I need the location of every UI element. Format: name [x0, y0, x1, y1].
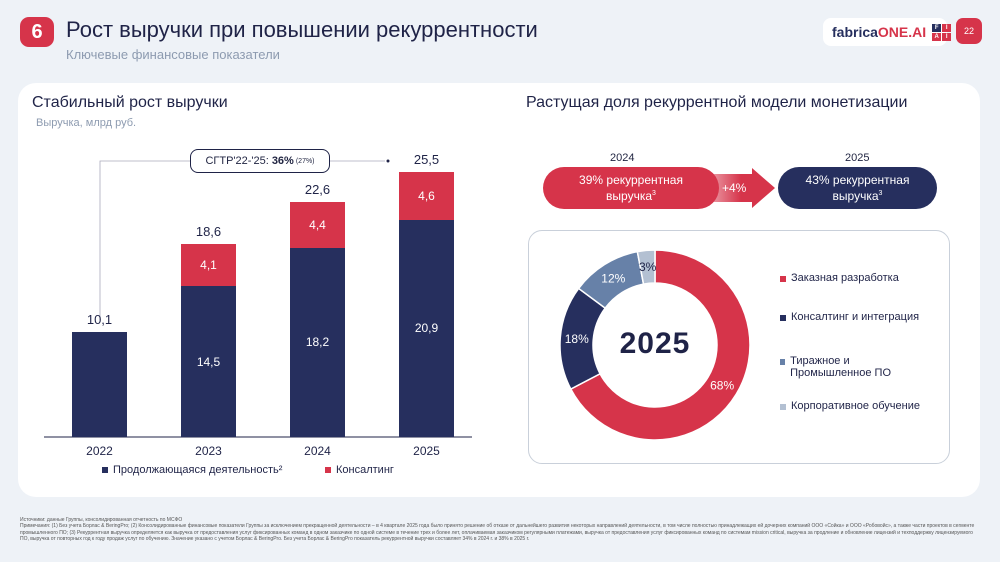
x-tick-label: 2022: [86, 444, 113, 458]
cagr-label: CГТР'22-'25:: [205, 155, 269, 167]
donut-panel: [528, 230, 950, 464]
notes-text: Примечания: (1) Без учета Борлас & Berin…: [20, 523, 975, 542]
legend-swatch: [102, 467, 108, 473]
donut-legend-item: Тиражное и Промышленное ПО: [780, 355, 930, 379]
footnotes: Источники: данные Группы, консолидирован…: [20, 517, 980, 542]
footnote-ref: 3: [652, 190, 656, 197]
logo-text: fabrica: [832, 24, 878, 40]
legend-label: Корпоративное обучение: [791, 400, 920, 412]
page-subtitle: Ключевые финансовые показатели: [66, 47, 280, 62]
legend-label: Консалтинг и интеграция: [791, 311, 920, 323]
donut-slice-label: 12%: [601, 271, 625, 285]
donut-slice-label: 18%: [565, 332, 589, 346]
bar-consulting-2025: 4,6: [399, 171, 454, 220]
bar-total-label: 18,6: [195, 223, 222, 239]
footnote-ref: 3: [878, 190, 883, 197]
legend-swatch: [780, 404, 786, 410]
delta-label: +4%: [722, 181, 747, 195]
bar-value-label: 18,2: [305, 335, 330, 350]
bar-value-label: 20,9: [414, 321, 439, 336]
legend-label: Консалтинг: [336, 464, 394, 476]
legend-label: Продолжающаяся деятельность²: [113, 464, 283, 476]
legend-item-consulting: Консалтинг: [325, 464, 394, 476]
cagr-note: (27%): [295, 157, 315, 165]
bar-value-label: 14,5: [196, 354, 221, 369]
cagr-badge: CГТР'22-'25: 36% (27%): [190, 149, 330, 173]
logo: fabricaONE.AI F I A I: [823, 18, 952, 46]
bar-total-label: 25,5: [413, 151, 440, 167]
bar-continuing-2023: 14,5: [181, 286, 236, 437]
legend-swatch: [780, 359, 786, 365]
bar-value-label: 4,6: [418, 188, 435, 203]
content-card: [18, 83, 980, 497]
legend-item-continuing: Продолжающаяся деятельность²: [102, 464, 282, 476]
bar-total-label: 22,6: [304, 181, 331, 197]
donut-legend-item: Консалтинг и интеграция: [780, 311, 930, 323]
logo-cell: A: [932, 32, 942, 41]
logo-cell: F: [932, 23, 942, 32]
recurrent-2025-pill: 43% рекуррентная выручка3: [778, 167, 937, 209]
legend-swatch: [780, 276, 786, 282]
logo-grid-icon: F I A I: [932, 23, 952, 41]
logo-text-accent: ONE.AI: [877, 24, 927, 40]
donut-legend-item: Корпоративное обучение: [780, 400, 930, 412]
revenue-section-title: Стабильный рост выручки: [32, 94, 228, 111]
bar-total-label: 10,1: [86, 311, 113, 327]
donut-slice-label: 68%: [710, 379, 734, 393]
page-number: 22: [956, 18, 982, 44]
sources-note: Источники: данные Группы, консолидирован…: [20, 517, 183, 523]
pill-text: 43% рекуррентная выручка: [805, 173, 910, 203]
bar-continuing-2022: [72, 331, 127, 437]
legend-label: Тиражное и Промышленное ПО: [790, 355, 892, 379]
bar-value-label: 4,4: [309, 217, 326, 232]
recurrent-section-title: Растущая доля рекуррентной модели монети…: [526, 94, 908, 111]
donut-legend-item: Заказная разработка: [780, 272, 930, 284]
bar-continuing-2025: 20,9: [399, 219, 454, 437]
donut-slice-label: 3%: [639, 260, 657, 274]
legend-swatch: [325, 467, 331, 473]
bar-continuing-2024: 18,2: [290, 247, 345, 437]
x-tick-label: 2023: [195, 444, 222, 458]
legend-label: Заказная разработка: [791, 272, 899, 284]
bar-consulting-2024: 4,4: [290, 201, 345, 248]
x-tick-label: 2025: [413, 444, 440, 458]
pill-text: 39% рекуррентная выручка: [579, 173, 683, 203]
cagr-value: 36%: [271, 155, 294, 167]
recurrent-2024-pill: 39% рекуррентная выручка3: [543, 167, 719, 209]
bar-consulting-2023: 4,1: [181, 243, 236, 287]
donut-chart: 68% 18% 12% 3%: [559, 249, 751, 441]
bar-value-label: 4,1: [200, 257, 217, 272]
donut-slice: [569, 249, 751, 441]
donut-slice: [636, 249, 656, 285]
page-title: Рост выручки при повышении рекуррентност…: [66, 17, 538, 42]
logo-cell: I: [942, 23, 952, 32]
legend-swatch: [780, 315, 786, 321]
donut-center-label: 2025: [619, 327, 691, 360]
year-2024: 2024: [610, 152, 635, 164]
logo-cell: I: [942, 32, 952, 41]
revenue-unit: Выручка, млрд руб.: [36, 117, 137, 129]
year-2025: 2025: [845, 152, 870, 164]
x-tick-label: 2024: [304, 444, 331, 458]
slide-number-badge: 6: [20, 17, 54, 47]
